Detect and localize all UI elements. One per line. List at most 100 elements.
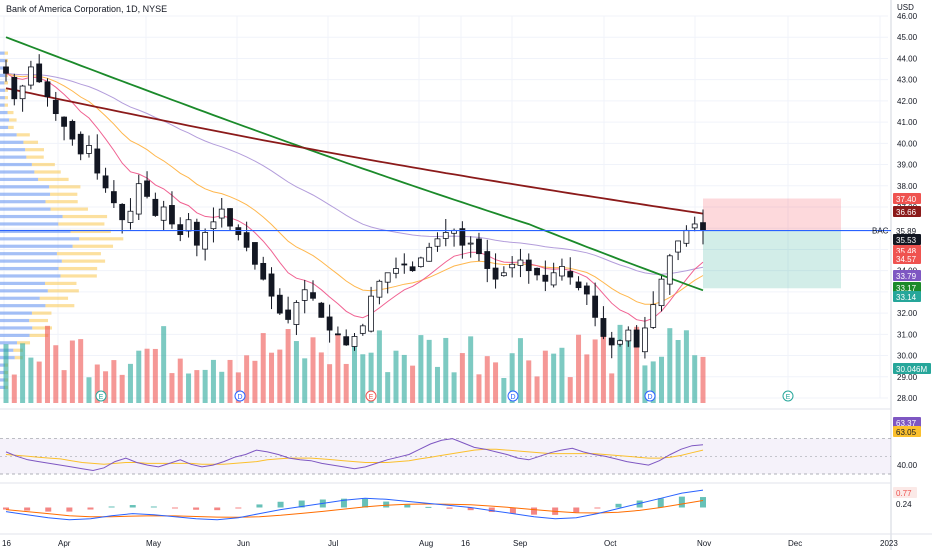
volume-bar xyxy=(368,352,374,403)
candle-body xyxy=(243,232,250,248)
macd-histogram-bar xyxy=(467,507,474,511)
candle-body xyxy=(351,336,358,347)
vp-up-bar xyxy=(0,66,6,70)
price-label-text: 35.53 xyxy=(896,236,917,245)
vp-down-bar xyxy=(23,140,39,144)
volume-bar xyxy=(177,358,183,403)
vp-down-bar xyxy=(4,51,8,55)
volume-bar xyxy=(634,326,640,403)
price-tick-label: 40.00 xyxy=(897,139,918,148)
volume-bar xyxy=(269,352,275,403)
candle-body xyxy=(102,175,109,189)
candle-body xyxy=(11,76,18,100)
vp-down-bar xyxy=(4,96,8,100)
macd-histogram-bar xyxy=(150,506,157,508)
rsi-line xyxy=(5,438,704,472)
vp-up-bar xyxy=(0,252,57,256)
macd-histogram-bar xyxy=(425,506,432,508)
vp-up-bar xyxy=(0,266,59,271)
volume-bar xyxy=(20,343,26,403)
volume-bar xyxy=(700,356,706,403)
volume-bar xyxy=(318,352,324,403)
vp-up-bar xyxy=(0,304,46,308)
macd-histogram-bar xyxy=(531,507,538,515)
volume-bar xyxy=(692,355,698,403)
volume-bar xyxy=(152,348,158,403)
macd-histogram-bar xyxy=(298,500,305,508)
vp-down-bar xyxy=(58,222,105,226)
volume-bar xyxy=(127,363,133,403)
volume-bar xyxy=(376,330,382,403)
candle-body xyxy=(285,309,292,320)
time-tick-label: Dec xyxy=(788,539,802,548)
stop-zone xyxy=(703,198,841,231)
horizontal-price-line[interactable]: BAC xyxy=(0,227,891,236)
volume-bar xyxy=(61,370,67,403)
vp-down-bar xyxy=(32,326,53,330)
volume-bar xyxy=(501,377,507,403)
vp-down-bar xyxy=(56,252,101,256)
event-marker-label: D xyxy=(510,394,515,401)
vp-down-bar xyxy=(79,237,124,241)
position-box[interactable] xyxy=(703,198,841,289)
time-tick-label: 2023 xyxy=(880,539,898,548)
candle-body xyxy=(310,292,316,299)
candle-body xyxy=(409,266,416,272)
volume-bar xyxy=(401,354,407,403)
volume-bar xyxy=(352,344,357,403)
vp-down-bar xyxy=(50,192,78,196)
volume-bar xyxy=(11,374,17,403)
volume-bar xyxy=(542,350,548,403)
candle-body xyxy=(19,85,26,100)
vp-down-bar xyxy=(38,177,69,182)
rsi-label-text: 63.05 xyxy=(896,428,917,437)
rsi-label-text: 63.37 xyxy=(896,419,917,428)
candle-body xyxy=(642,327,648,353)
candle-body xyxy=(500,272,507,277)
volume-bar xyxy=(443,337,449,403)
candle-body xyxy=(227,208,233,227)
time-tick-label: May xyxy=(146,539,161,548)
volume-bar xyxy=(161,326,167,403)
candle-body xyxy=(368,295,374,332)
volume-bar xyxy=(144,348,150,403)
ma-20-line xyxy=(5,72,704,305)
volume-bar xyxy=(252,360,258,403)
macd-histogram-bar xyxy=(277,501,284,508)
candle-body xyxy=(218,208,225,219)
time-axis[interactable]: 16 Apr May Jun Jul Aug 16 Sep Oct Nov Dec 2023 xyxy=(0,533,932,548)
volume-bar xyxy=(28,357,34,403)
rsi-tick-label: 40.00 xyxy=(897,461,918,470)
price-label-text: 35.48 xyxy=(896,247,917,256)
vp-down-bar xyxy=(5,88,8,92)
event-marker xyxy=(644,390,656,402)
macd-histogram-bar xyxy=(657,498,664,508)
price-tick-label: 30.00 xyxy=(897,352,918,361)
price-label-text: 34.57 xyxy=(896,255,917,264)
vp-down-bar xyxy=(29,318,49,323)
volume-bar xyxy=(111,360,117,403)
volume-bar xyxy=(327,364,333,403)
vp-down-bar xyxy=(5,73,8,78)
time-tick-label: Jun xyxy=(237,539,250,548)
vp-down-bar xyxy=(58,266,98,271)
price-label-bg xyxy=(893,193,921,204)
candle-body xyxy=(335,333,341,336)
vp-up-bar xyxy=(0,311,32,315)
vp-up-bar xyxy=(0,259,62,263)
macd-histogram-bar xyxy=(488,507,495,513)
vp-down-bar xyxy=(45,281,77,285)
vp-up-bar xyxy=(0,73,6,78)
macd-histogram-bar xyxy=(446,507,453,509)
volume-bar xyxy=(385,372,391,403)
macd-histogram-bar xyxy=(404,504,411,508)
vp-up-bar xyxy=(0,96,5,100)
vp-up-bar xyxy=(0,148,26,152)
volume-bar xyxy=(244,355,250,403)
vp-up-bar xyxy=(0,162,32,167)
candle-body xyxy=(393,268,399,274)
macd-histogram-bar xyxy=(573,507,580,513)
candle-body xyxy=(260,262,267,280)
